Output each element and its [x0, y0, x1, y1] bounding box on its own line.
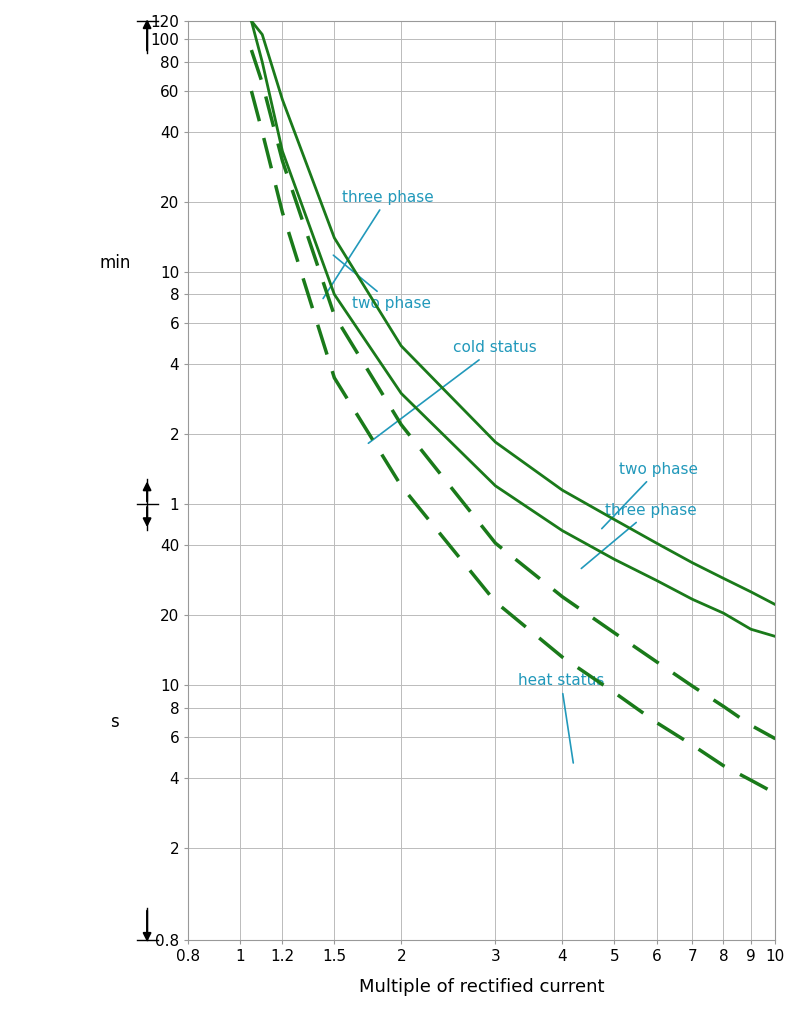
Text: three phase: three phase — [582, 502, 697, 568]
X-axis label: Multiple of rectified current: Multiple of rectified current — [359, 978, 605, 996]
Text: s: s — [110, 713, 119, 731]
Text: three phase: three phase — [323, 190, 434, 298]
Text: cold status: cold status — [368, 341, 537, 443]
Text: two phase: two phase — [602, 462, 698, 529]
Text: min: min — [99, 254, 130, 272]
Text: heat status: heat status — [518, 673, 604, 763]
Text: two phase: two phase — [334, 255, 431, 310]
